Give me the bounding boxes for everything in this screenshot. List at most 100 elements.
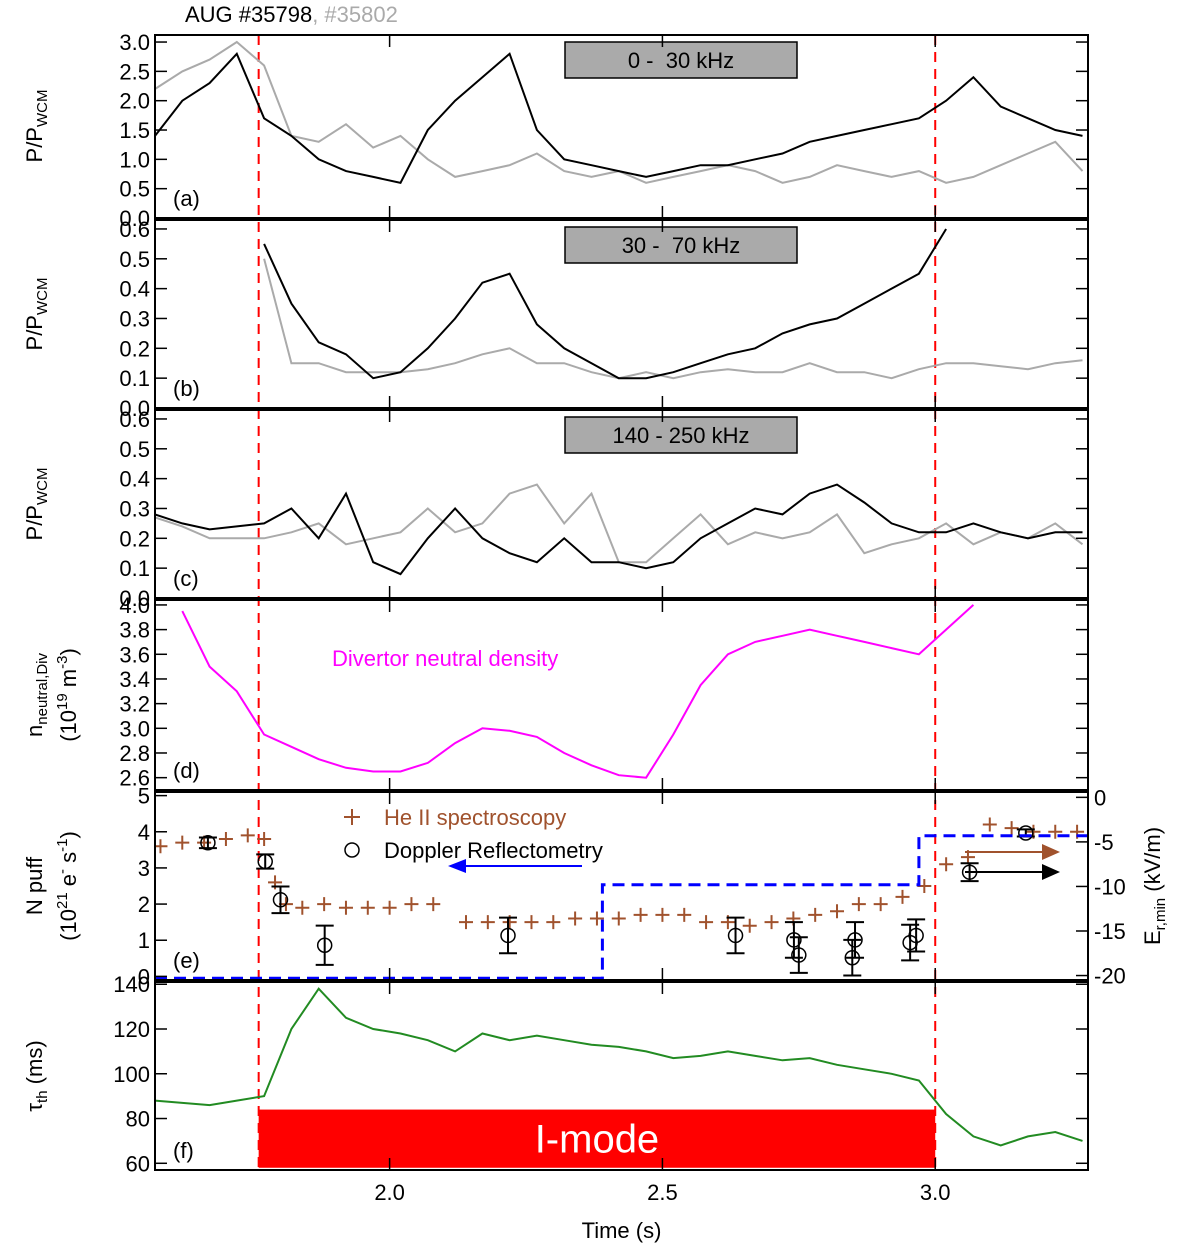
plus-marker — [655, 907, 670, 922]
y-tick-label: 3.0 — [119, 30, 150, 55]
y-tick-label: 100 — [113, 1062, 150, 1087]
y-tick-label: 140 — [113, 972, 150, 997]
y-tick-label: 0.0 — [119, 396, 150, 421]
circle-marker — [257, 853, 273, 870]
y-label-main: n — [22, 725, 47, 737]
y-label: τth (ms) — [22, 1040, 51, 1111]
series-line — [155, 483, 1084, 564]
title-main: AUG #35798 — [185, 2, 312, 27]
circle-marker — [316, 937, 333, 954]
series-line — [155, 51, 1083, 184]
circle-marker — [500, 927, 516, 944]
y-tick-label: 0.6 — [119, 217, 150, 242]
plus-marker — [851, 897, 866, 912]
y-label: P/PWCM — [22, 468, 51, 541]
y-tick-label: 1.0 — [119, 147, 150, 172]
plus-marker — [1048, 824, 1063, 839]
circle-marker — [727, 927, 744, 944]
panel-label: (b) — [173, 376, 200, 401]
y-tick-label: 2.0 — [119, 89, 150, 114]
y-label: nneutral,Div — [22, 653, 51, 737]
legend-label: Doppler Reflectometry — [384, 838, 603, 863]
plus-marker — [895, 889, 910, 904]
error-bar — [960, 862, 979, 883]
error-bar — [726, 916, 745, 955]
y-tick-label: 3 — [138, 856, 150, 881]
y-tick-label: 0.0 — [119, 206, 150, 231]
y-tick-label: 80 — [126, 1107, 150, 1132]
unit-part: (10 — [56, 710, 81, 742]
error-bar — [846, 921, 865, 959]
plot-area — [155, 987, 1083, 1147]
band-label: 0 - 30 kHz — [628, 48, 734, 73]
annotation: Divertor neutral density — [332, 646, 558, 671]
y-tick-label: 0 — [138, 964, 150, 989]
plus-marker — [382, 900, 397, 915]
y-label-unit: (ms) — [22, 1040, 47, 1090]
unit-part: ) — [56, 831, 81, 838]
y-label: N puff — [22, 856, 47, 915]
plus-marker — [295, 900, 310, 915]
y-tick-label: 3.6 — [119, 642, 150, 667]
span-label: I-mode — [535, 1118, 660, 1162]
panel-label: (c) — [173, 566, 199, 591]
y-label-sub: WCM — [34, 278, 51, 316]
frame — [154, 409, 1089, 599]
y-tick-label: 0.2 — [119, 336, 150, 361]
error-bar — [784, 921, 803, 959]
y2-tick-label: -15 — [1094, 919, 1126, 944]
y-tick-label: 1.5 — [119, 118, 150, 143]
y2-tick-label: -10 — [1094, 874, 1126, 899]
band-box — [564, 226, 798, 264]
series-line — [263, 228, 947, 380]
y2-label-main: E — [1140, 930, 1165, 945]
frame — [154, 219, 1089, 409]
plot-area — [155, 817, 1088, 980]
plus-marker — [611, 911, 626, 926]
arrow-head — [448, 859, 466, 873]
y-tick-label: 0.1 — [119, 366, 150, 391]
y-tick-label: 0.3 — [119, 496, 150, 521]
y-tick-label: 0.5 — [119, 177, 150, 202]
y-tick-label: 120 — [113, 1017, 150, 1042]
unit-part: ) — [56, 648, 81, 655]
band-label: 30 - 70 kHz — [622, 233, 741, 258]
arrows — [448, 844, 1060, 880]
y-tick-label: 0.5 — [119, 247, 150, 272]
y-tick-label: 0.0 — [119, 586, 150, 611]
y-tick-label: 0.5 — [119, 437, 150, 462]
y-tick-label: 0.4 — [119, 467, 150, 492]
y-tick-label: 2.5 — [119, 59, 150, 84]
legend-label: He II spectroscopy — [384, 805, 566, 830]
plus-marker — [240, 828, 255, 843]
y-label-main: P/P — [22, 315, 47, 350]
y-tick-label: 3.2 — [119, 692, 150, 717]
series-line — [155, 987, 1083, 1147]
circle-marker — [908, 927, 924, 944]
band-box — [564, 41, 798, 79]
frame — [154, 981, 1089, 1171]
band-box — [564, 416, 798, 454]
plus-marker — [764, 915, 779, 930]
y-label: P/PWCM — [22, 90, 51, 163]
series-line — [155, 483, 1083, 576]
y-label-unit: (1021 e- s-1) — [54, 831, 81, 941]
plus-marker — [982, 817, 997, 832]
plus-marker — [742, 918, 757, 933]
circle-marker — [200, 835, 216, 851]
y-tick-label: 5 — [138, 784, 150, 809]
panel-label: (f) — [173, 1138, 194, 1163]
y-tick-label: 0.3 — [119, 306, 150, 331]
legend-marker — [344, 842, 360, 858]
y-tick-label: 3.8 — [119, 618, 150, 643]
arrow-head — [1042, 864, 1060, 880]
plus-marker — [1004, 821, 1019, 836]
plus-marker — [568, 911, 583, 926]
error-bar — [907, 918, 926, 953]
plus-marker — [257, 832, 272, 846]
plus-marker — [633, 907, 648, 922]
y-tick-label: 0.2 — [119, 526, 150, 551]
panel-label: (a) — [173, 186, 200, 211]
span-bar — [258, 1109, 936, 1168]
